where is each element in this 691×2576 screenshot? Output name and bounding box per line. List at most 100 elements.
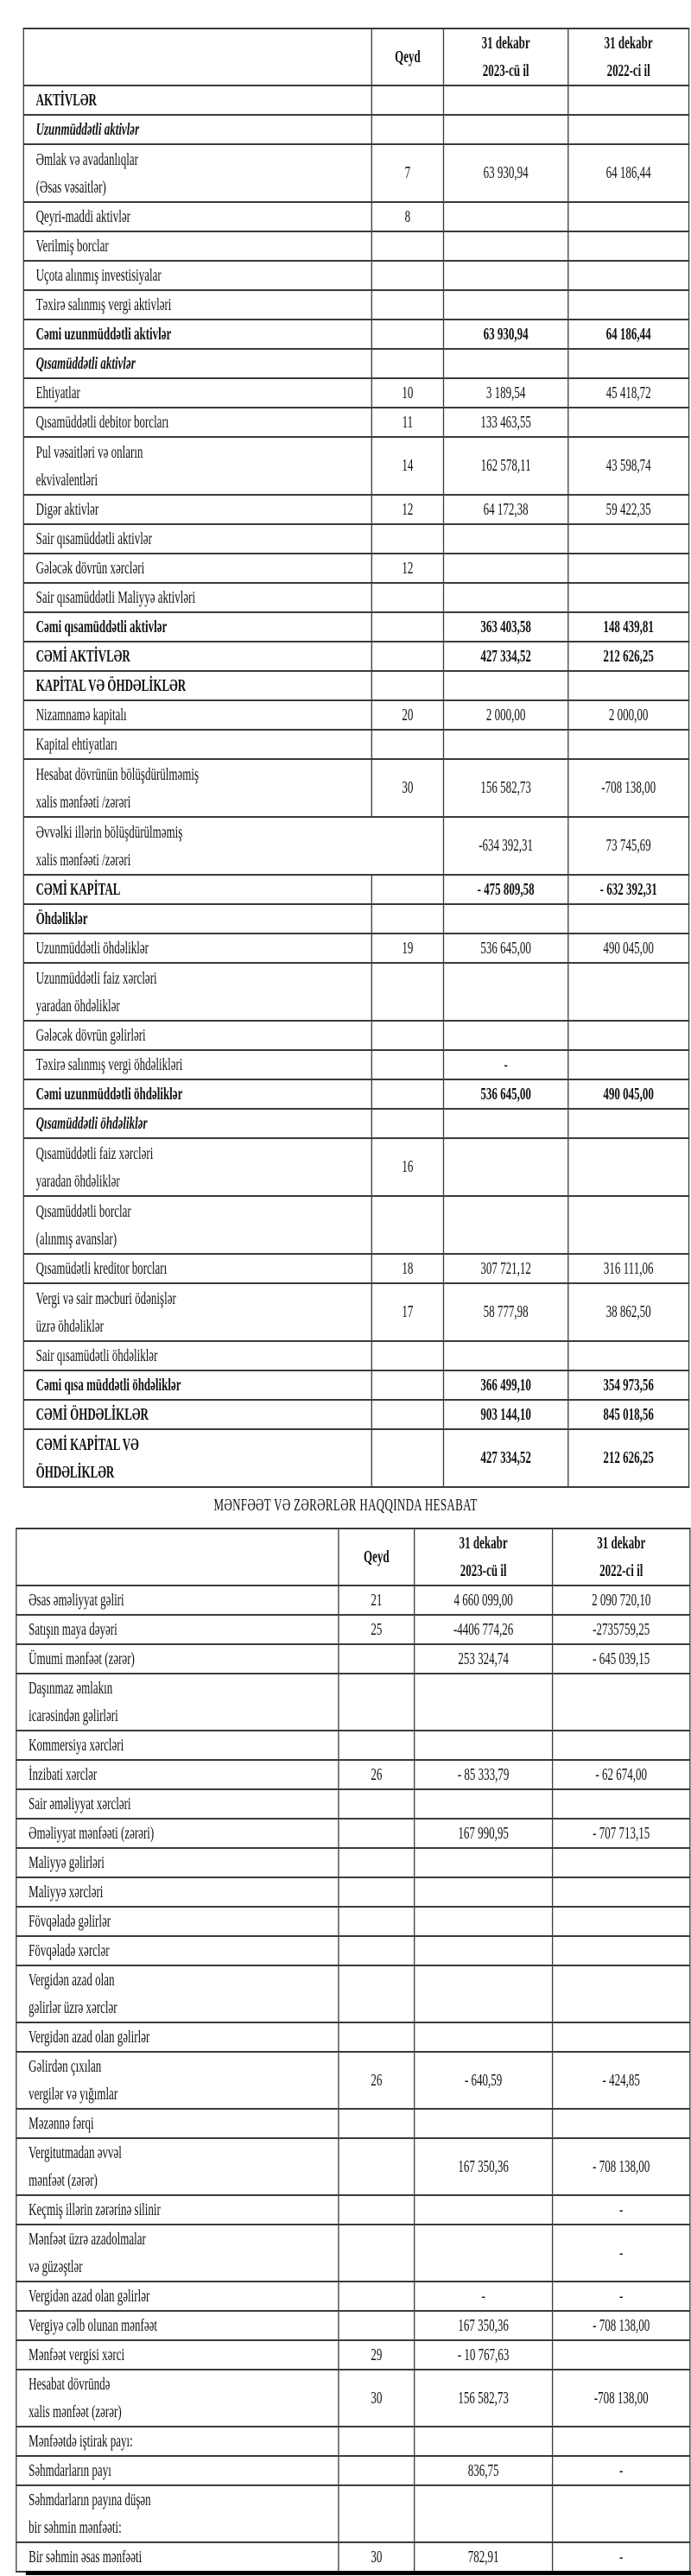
value-2023 <box>442 289 569 320</box>
value-2023 <box>442 85 569 116</box>
value-2022 <box>567 114 690 145</box>
value-2022: 43 598,74 <box>567 436 690 496</box>
table-row: Qısamüddətli aktivlər <box>22 348 690 379</box>
table-row: Cəmi uzunmüddətli öhdəliklər 536 645,00 49… <box>22 1079 690 1110</box>
row-label: Qısamüddətli faiz xərcləri yaradan öhdəl… <box>22 1137 372 1197</box>
value-2023 <box>414 2484 554 2543</box>
row-note <box>338 2022 415 2053</box>
value-2022: 64 186,44 <box>567 319 690 350</box>
table-row: Sair qısamüddətli aktivlər <box>22 523 690 554</box>
row-note: 20 <box>371 699 445 731</box>
row-note: 21 <box>338 1585 415 1616</box>
table-row: CƏMİ KAPİTAL VƏ ÖHDƏLİKLƏR 427 334,52 212 … <box>22 1428 690 1488</box>
row-note: 16 <box>371 1137 445 1197</box>
row-note <box>371 1428 445 1488</box>
value-2023: 363 403,58 <box>442 611 569 642</box>
value-2022 <box>567 553 690 584</box>
value-2023 <box>414 2426 554 2457</box>
row-note <box>338 1906 415 1937</box>
table-row: Verilmiş borclar <box>22 231 690 262</box>
value-2023 <box>442 729 569 760</box>
row-label: Verilmiş borclar <box>22 231 372 262</box>
value-2023: -634 392,31 <box>442 816 569 876</box>
value-2022 <box>551 2484 691 2543</box>
header-note: Qeyd <box>371 28 445 86</box>
value-2022 <box>567 1108 690 1139</box>
row-note <box>371 962 445 1022</box>
table-row: CƏMİ AKTİVLƏR 427 334,52 212 626,25 <box>22 641 690 672</box>
row-label: Qeyri-maddi aktivlər <box>22 201 372 232</box>
value-2023 <box>414 2224 554 2282</box>
value-2023: 162 578,11 <box>442 436 569 496</box>
value-2023: 307 721,12 <box>442 1253 569 1284</box>
row-label: Qısamüddətli borclar (alınmış avanslar) <box>22 1195 372 1255</box>
header-2022: 31 dekabr 2022-ci il <box>551 1528 691 1586</box>
row-label: Təxirə salınmış vergi öhdəlikləri <box>22 1049 372 1080</box>
table-row: Uçota alınmış investisiyalar <box>22 260 690 291</box>
value-2022 <box>551 1730 691 1761</box>
value-2022 <box>551 2426 691 2457</box>
value-2023: - 85 333,79 <box>414 1759 554 1790</box>
row-label: Digər aktivlər <box>22 494 372 525</box>
value-2023 <box>414 2108 554 2139</box>
table-row: Gələcək dövrün xərcləri 12 <box>22 553 690 584</box>
row-label: Vergidən azad olan gəlirlər <box>16 2281 339 2312</box>
value-2023: - <box>414 2281 554 2312</box>
value-2023 <box>442 231 569 262</box>
table-row: Hesabat dövrünün bölüşdürülməmiş xalis m… <box>22 758 690 818</box>
value-2023: 253 324,74 <box>414 1643 554 1674</box>
row-label: Mənfəət üzrə azadolmalar və güzəştlər <box>16 2224 339 2282</box>
row-label: Ümumi mənfəət (zərər) <box>16 1643 339 1674</box>
value-2022 <box>567 407 690 438</box>
table-row: Qısamüddətli faiz xərcləri yaradan öhdəl… <box>22 1137 690 1197</box>
row-note <box>338 1818 415 1849</box>
value-2023 <box>414 1673 554 1731</box>
row-note: 30 <box>371 758 445 818</box>
value-2023 <box>442 523 569 554</box>
value-2023: - 10 767,63 <box>414 2339 554 2370</box>
table-row: Mənfəətdə iştirak payı: <box>16 2426 691 2457</box>
value-2022: -2735759,25 <box>551 1614 691 1645</box>
value-2022: 64 186,44 <box>567 143 690 203</box>
value-2023: 156 582,73 <box>442 758 569 818</box>
table-row: Cəmi qısa müddətli öhdəliklər 366 499,10 3… <box>22 1370 690 1401</box>
table-row: Təxirə salınmış vergi öhdəlikləri - <box>22 1049 690 1080</box>
row-note <box>338 1935 415 1966</box>
value-2023 <box>414 1847 554 1878</box>
row-note <box>371 670 445 701</box>
row-note <box>338 1730 415 1761</box>
value-2022: 45 418,72 <box>567 377 690 408</box>
row-note <box>371 582 445 613</box>
row-label: Cəmi qısa müddətli öhdəliklər <box>22 1370 372 1401</box>
row-label: Hesabat dövründə xalis mənfəət (zərər) <box>16 2369 339 2427</box>
row-label: Məzənnə fərqi <box>16 2108 339 2139</box>
value-2023: 3 189,54 <box>442 377 569 408</box>
row-label: Mənfəət vergisi xərci <box>16 2339 339 2370</box>
value-2022: 212 626,25 <box>567 1428 690 1488</box>
row-label: Kommersiya xərcləri <box>16 1730 339 1761</box>
value-2022: 490 045,00 <box>567 1079 690 1110</box>
table-row: Mənfəət üzrə azadolmalar və güzəştlər - <box>16 2224 691 2282</box>
row-label: Daşınmaz əmlakın icarəsindən gəlirləri <box>16 1673 339 1731</box>
value-2023 <box>442 553 569 584</box>
row-label: Gəlirdən çıxılan vergilər və yığımlar <box>16 2051 339 2110</box>
value-2023 <box>442 348 569 379</box>
row-note <box>371 903 445 934</box>
value-2023: 167 990,95 <box>414 1818 554 1849</box>
value-2022 <box>567 1195 690 1255</box>
row-note: 12 <box>371 494 445 525</box>
row-label: Cəmi uzunmüddətli öhdəliklər <box>22 1079 372 1110</box>
table-header-row: Qeyd 31 dekabr 2023-cü il 31 dekabr 2022… <box>22 28 690 86</box>
row-note: 29 <box>338 2339 415 2370</box>
row-label: Sair qısamüddətli aktivlər <box>22 523 372 554</box>
value-2023: - <box>442 1049 569 1080</box>
row-note: 8 <box>371 201 445 232</box>
row-note <box>371 641 445 672</box>
value-2022: - <box>551 2281 691 2312</box>
table-row: Fövqəladə gəlirlər <box>16 1906 691 1937</box>
value-2022: - <box>551 2541 691 2573</box>
row-note <box>371 85 445 116</box>
table-row: Məzənnə fərqi <box>16 2108 691 2139</box>
table-row: Vergitutmadan əvvəl mənfəət (zərər) 167 3… <box>16 2137 691 2196</box>
value-2023 <box>442 260 569 291</box>
